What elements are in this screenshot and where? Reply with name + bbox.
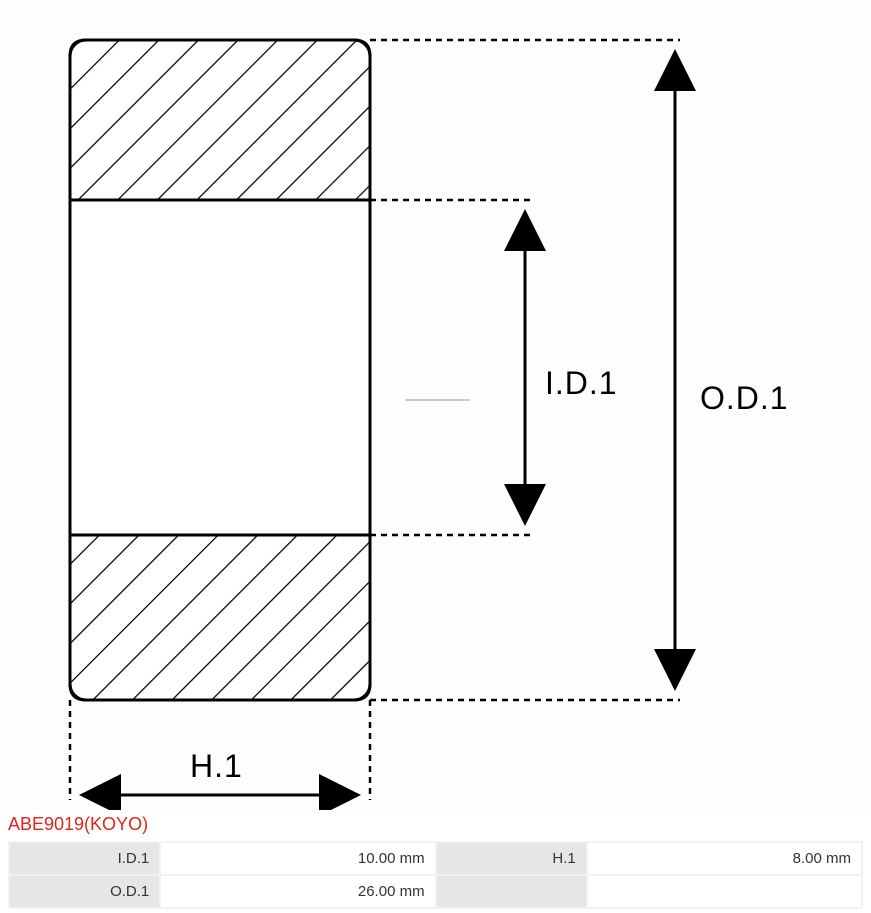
spec-label: O.D.1 <box>10 876 159 907</box>
spec-label: H.1 <box>437 843 586 874</box>
table-row: I.D.1 10.00 mm H.1 8.00 mm <box>10 843 861 874</box>
label-h: H.1 <box>190 748 243 785</box>
spec-value: 10.00 mm <box>161 843 434 874</box>
spec-table: I.D.1 10.00 mm H.1 8.00 mm O.D.1 26.00 m… <box>8 841 863 909</box>
table-row: O.D.1 26.00 mm <box>10 876 861 907</box>
hatch-top <box>70 40 370 200</box>
spec-label <box>437 876 586 907</box>
spec-value: 8.00 mm <box>588 843 861 874</box>
spec-label: I.D.1 <box>10 843 159 874</box>
technical-diagram: O.D.1 I.D.1 H.1 <box>0 0 871 810</box>
part-title: ABE9019(KOYO) <box>0 810 871 841</box>
spec-value <box>588 876 861 907</box>
label-od: O.D.1 <box>700 380 789 417</box>
hatch-bottom <box>70 535 370 700</box>
spec-value: 26.00 mm <box>161 876 434 907</box>
label-id: I.D.1 <box>545 365 618 402</box>
